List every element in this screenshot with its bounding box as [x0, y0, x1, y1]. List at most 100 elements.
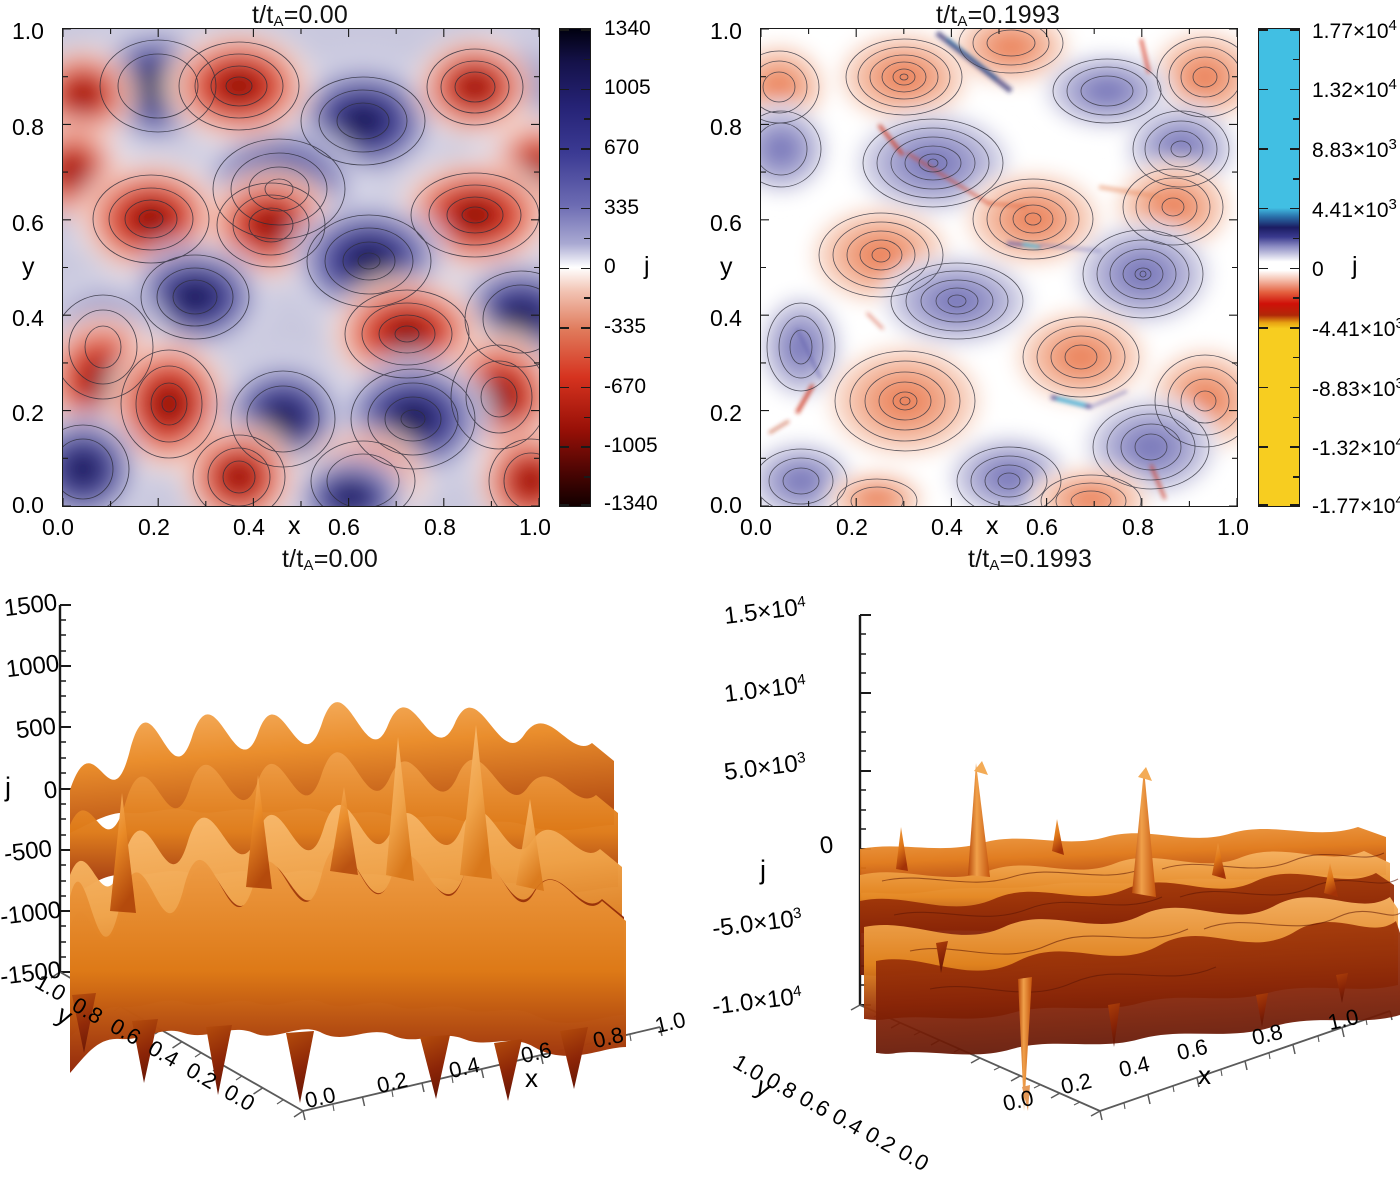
cbtick-tr-7: -1.32×104: [1312, 434, 1400, 460]
ytick-tl-2: 0.4: [12, 305, 44, 331]
surface-panel-bottom-left[interactable]: [0, 575, 700, 1121]
ytick-tl-1: 0.2: [12, 400, 44, 426]
cbtick-tr-0: 1.77×104: [1312, 17, 1397, 43]
cbtick-tl-4: 0: [604, 255, 616, 278]
positive-spike-3: [896, 827, 908, 871]
surface-panel-bottom-right[interactable]: [700, 575, 1400, 1121]
title-value: =0.1993: [999, 545, 1093, 573]
current-sheets-top-right: [768, 30, 1167, 500]
ytick-tr-1: 0.2: [710, 400, 742, 426]
contour-panel-top-left[interactable]: [62, 28, 540, 507]
xtick-tr-4: 0.8: [1122, 514, 1154, 540]
inner-ticks-top-right: [761, 29, 1237, 506]
ytick-tr-3: 0.6: [710, 210, 742, 236]
colorbar-top-left[interactable]: [559, 28, 591, 507]
surface-striations-bottom-right: [881, 852, 1400, 993]
cbtick-tr-6: -8.83×103: [1312, 375, 1400, 401]
cbtick-tr-3: 4.41×103: [1312, 196, 1397, 222]
panel-title-bottom-right: t/tA=0.1993: [820, 545, 1240, 574]
ytick3d-br-5: 0.0: [894, 1139, 934, 1177]
zlabel-br: j: [760, 855, 766, 885]
xtick-tl-3: 0.6: [328, 514, 360, 540]
cbtick-tr-5: -4.41×103: [1312, 315, 1400, 341]
contour-lines-top-left: [63, 39, 539, 506]
ytick-tr-4: 0.8: [710, 114, 742, 140]
surface-plot-bottom-right: [850, 614, 1400, 1121]
title-prefix: t/t: [967, 545, 990, 573]
xtick-tl-5: 1.0: [519, 514, 551, 540]
panel-title-top-right: t/tA=0.1993: [760, 1, 1236, 30]
cbtick-tl-7: -1005: [604, 434, 658, 457]
ylabel-tl: y: [22, 253, 35, 281]
cbtick-tl-8: -1340: [604, 492, 658, 515]
cbtick-tl-1: 1005: [604, 76, 651, 99]
colorbar-label-tr: j: [1352, 252, 1358, 280]
cbtick-tl-6: -670: [604, 375, 647, 398]
colorbar-ticks-top-right: [1259, 29, 1299, 506]
panel-title-bottom-left: t/tA=0.00: [120, 545, 540, 574]
positive-spike-2: [1132, 769, 1156, 897]
ytick-tr-0: 0.0: [710, 492, 742, 518]
contour-lines-top-right: [761, 29, 1237, 506]
xtick-tl-4: 0.8: [424, 514, 456, 540]
ztick-bl-4: -500: [2, 835, 54, 868]
xtick-tl-1: 0.2: [138, 514, 170, 540]
contour-panel-top-right[interactable]: [760, 28, 1238, 507]
contour-field-top-right: [761, 29, 1237, 506]
z-axis-ticks-bottom-left: [60, 604, 71, 973]
positive-spike-4: [1052, 819, 1064, 855]
negative-spike-5: [936, 941, 948, 973]
title-prefix: t/t: [252, 1, 274, 29]
title-subscript: A: [989, 557, 1000, 574]
colorbar-top-right[interactable]: [1258, 28, 1300, 507]
colorbar-label-tl: j: [644, 252, 650, 280]
xtick-tr-0: 0.0: [740, 514, 772, 540]
title-value: =0.1993: [967, 1, 1061, 29]
surface-mesh-bottom-right: [860, 761, 1400, 1111]
positive-spike-5: [1212, 843, 1226, 879]
positive-spike-6: [1324, 863, 1338, 897]
cbtick-tl-3: 335: [604, 196, 640, 219]
xtick-tl-2: 0.4: [233, 514, 265, 540]
cbtick-tr-8: -1.77×104: [1312, 492, 1400, 518]
cbtick-tl-0: 1340: [604, 17, 651, 40]
negative-spike-2: [1108, 1003, 1120, 1047]
xlabel-tr: x: [986, 512, 999, 540]
xtick-tr-5: 1.0: [1217, 514, 1249, 540]
ytick-tr-2: 0.4: [710, 305, 742, 331]
contour-field-top-left: [63, 29, 539, 506]
positive-spike-1: [968, 763, 990, 877]
xtick-tr-1: 0.2: [836, 514, 868, 540]
title-prefix: t/t: [282, 545, 304, 573]
xtick-tr-2: 0.4: [931, 514, 963, 540]
surface-plot-bottom-left: [50, 604, 663, 1121]
ytick-tl-5: 1.0: [12, 18, 44, 44]
xtick-tl-0: 0.0: [42, 514, 74, 540]
cbtick-tl-5: -335: [604, 315, 647, 338]
title-prefix: t/t: [935, 1, 958, 29]
colorbar-ticks-top-left: [560, 29, 590, 506]
xlabel-tl: x: [288, 512, 301, 540]
zlabel-bl: j: [5, 772, 11, 802]
cbtick-tr-1: 1.32×104: [1312, 76, 1397, 102]
title-value: =0.00: [313, 545, 378, 573]
ylabel-tr: y: [720, 253, 733, 281]
negative-spike-1: [1018, 977, 1032, 1111]
cbtick-tr-2: 8.83×103: [1312, 136, 1397, 162]
ztick-bl-2: 500: [14, 712, 58, 745]
ytick-tr-5: 1.0: [710, 18, 742, 44]
ytick3d-br-4: 0.2: [861, 1121, 901, 1159]
ytick-tl-0: 0.0: [12, 492, 44, 518]
xlabel3d-bl: x: [525, 1063, 538, 1093]
panel-title-top-left: t/tA=0.00: [62, 1, 538, 30]
inner-ticks-top-left: [63, 29, 539, 506]
title-subscript: A: [303, 557, 314, 574]
xlabel3d-br: x: [1198, 1060, 1211, 1090]
negative-spike-3: [1256, 993, 1268, 1027]
ytick-tl-3: 0.6: [12, 210, 44, 236]
title-subscript: A: [957, 13, 968, 30]
xtick-tr-3: 0.6: [1026, 514, 1058, 540]
cbtick-tr-4: 0: [1312, 258, 1324, 281]
title-value: =0.00: [283, 1, 348, 29]
